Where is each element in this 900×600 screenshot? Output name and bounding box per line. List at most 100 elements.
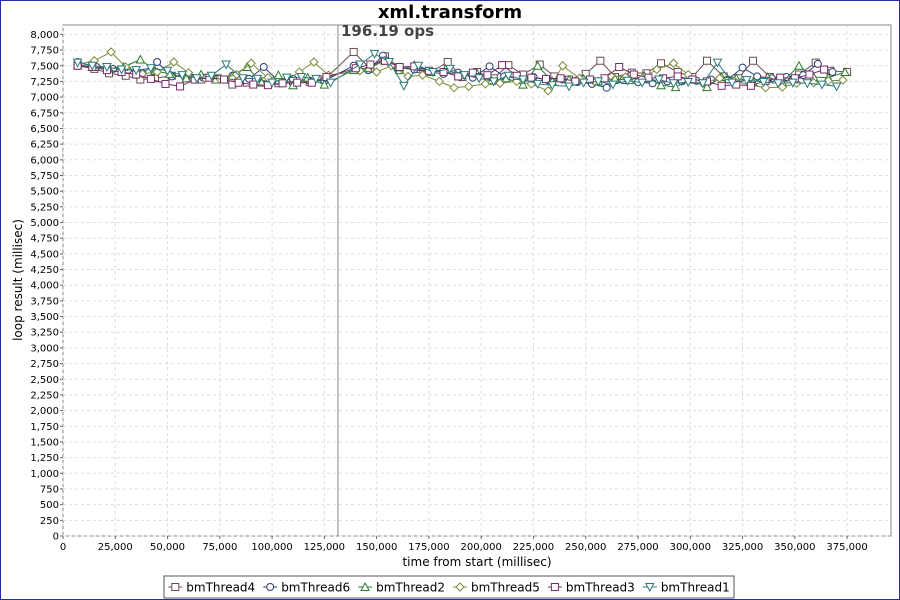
data-point bbox=[146, 74, 155, 83]
legend-swatch-marker bbox=[360, 581, 370, 591]
data-point bbox=[673, 72, 682, 81]
data-point bbox=[131, 66, 142, 76]
data-point bbox=[434, 76, 445, 87]
y-tick-label: 3,250 bbox=[30, 328, 59, 339]
legend: bmThread4 bmThread6 bmThread2 bmThread5 bmTh… bbox=[163, 575, 735, 599]
legend-label: bmThread4 bbox=[186, 581, 255, 595]
data-point bbox=[828, 68, 837, 77]
data-point bbox=[319, 79, 330, 89]
data-point bbox=[371, 67, 382, 77]
data-point bbox=[556, 74, 565, 83]
data-point bbox=[485, 62, 494, 71]
data-point bbox=[459, 71, 470, 81]
y-tick-label: 2,000 bbox=[30, 406, 59, 417]
y-tick-label: 6,500 bbox=[30, 124, 59, 135]
data-point bbox=[181, 73, 192, 83]
data-point bbox=[483, 71, 492, 80]
data-point bbox=[654, 75, 664, 85]
data-point bbox=[657, 59, 665, 68]
y-tick-label: 5,000 bbox=[30, 218, 59, 229]
data-point bbox=[717, 81, 726, 90]
data-point bbox=[252, 74, 263, 84]
series-layer bbox=[72, 47, 852, 96]
y-tick-label: 4,250 bbox=[30, 265, 59, 276]
data-point bbox=[246, 58, 256, 68]
data-point bbox=[578, 78, 589, 88]
data-point bbox=[87, 61, 98, 71]
data-point bbox=[256, 77, 267, 87]
data-point bbox=[503, 71, 514, 81]
data-point bbox=[602, 83, 611, 92]
data-point bbox=[177, 71, 188, 81]
data-point bbox=[135, 54, 146, 64]
data-point bbox=[702, 82, 712, 92]
data-point bbox=[384, 57, 395, 68]
data-point bbox=[116, 65, 127, 75]
data-point bbox=[102, 63, 112, 73]
x-axis-ticks: 0 25,000 50,000 75,000 100,000 125,000 150,000… bbox=[60, 536, 868, 553]
x-tick-label: 325,000 bbox=[722, 542, 763, 553]
y-axis-ticks: 0 250 500 750 1,000 1,250 1,500 1,750 2,000 2,250… bbox=[30, 30, 63, 543]
y-tick-label: 4,500 bbox=[30, 249, 59, 260]
data-point bbox=[697, 79, 708, 89]
ops-marker-label: 196.19 ops bbox=[341, 22, 434, 40]
x-tick-label: 350,000 bbox=[774, 542, 815, 553]
y-tick-label: 4,000 bbox=[30, 281, 59, 292]
series-bmThread1 bbox=[72, 49, 842, 92]
data-point bbox=[463, 81, 474, 92]
data-point bbox=[231, 69, 242, 80]
y-tick-label: 5,500 bbox=[30, 187, 59, 198]
y-tick-label: 7,500 bbox=[30, 61, 59, 72]
x-tick-label: 100,000 bbox=[251, 542, 292, 553]
data-point bbox=[547, 81, 558, 91]
data-point bbox=[395, 63, 404, 72]
plot-area bbox=[62, 24, 892, 537]
data-point bbox=[72, 58, 83, 68]
y-tick-label: 6,000 bbox=[30, 155, 59, 166]
y-tick-label: 5,250 bbox=[30, 202, 59, 213]
data-point bbox=[444, 64, 455, 74]
legend-swatch-marker bbox=[455, 582, 465, 592]
data-point bbox=[293, 78, 302, 87]
data-point bbox=[749, 56, 757, 65]
data-point bbox=[831, 82, 842, 92]
data-point bbox=[439, 68, 448, 77]
data-point bbox=[652, 64, 662, 75]
data-point bbox=[449, 82, 459, 93]
x-tick-label: 250,000 bbox=[565, 542, 606, 553]
x-tick-label: 50,000 bbox=[150, 542, 185, 553]
y-tick-label: 7,750 bbox=[30, 46, 59, 57]
x-tick-label: 75,000 bbox=[202, 542, 237, 553]
data-point bbox=[221, 60, 231, 70]
y-tick-label: 2,250 bbox=[30, 390, 59, 401]
data-point bbox=[820, 65, 829, 74]
data-point bbox=[840, 66, 850, 77]
data-point bbox=[703, 56, 711, 65]
data-point bbox=[817, 80, 827, 90]
data-point bbox=[220, 75, 228, 84]
data-point bbox=[564, 82, 574, 92]
data-point bbox=[325, 78, 336, 88]
data-point bbox=[161, 79, 170, 88]
data-point bbox=[106, 47, 116, 57]
data-point bbox=[656, 80, 666, 90]
data-point bbox=[758, 78, 769, 88]
legend-label: bmThread5 bbox=[471, 581, 540, 595]
y-tick-label: 3,000 bbox=[30, 343, 59, 354]
y-tick-label: 750 bbox=[40, 484, 59, 495]
y-tick-label: 7,250 bbox=[30, 77, 59, 88]
x-tick-label: 300,000 bbox=[670, 542, 711, 553]
data-point bbox=[278, 79, 287, 88]
x-tick-label: 375,000 bbox=[826, 542, 867, 553]
data-point bbox=[191, 74, 202, 84]
data-point bbox=[169, 57, 179, 67]
y-tick-label: 250 bbox=[40, 516, 59, 527]
data-point bbox=[249, 80, 258, 89]
data-point bbox=[474, 74, 484, 84]
data-point bbox=[668, 79, 679, 89]
y-tick-label: 1,500 bbox=[30, 437, 59, 448]
grid-lines bbox=[62, 25, 891, 537]
data-point bbox=[206, 71, 217, 81]
data-point bbox=[153, 57, 162, 66]
